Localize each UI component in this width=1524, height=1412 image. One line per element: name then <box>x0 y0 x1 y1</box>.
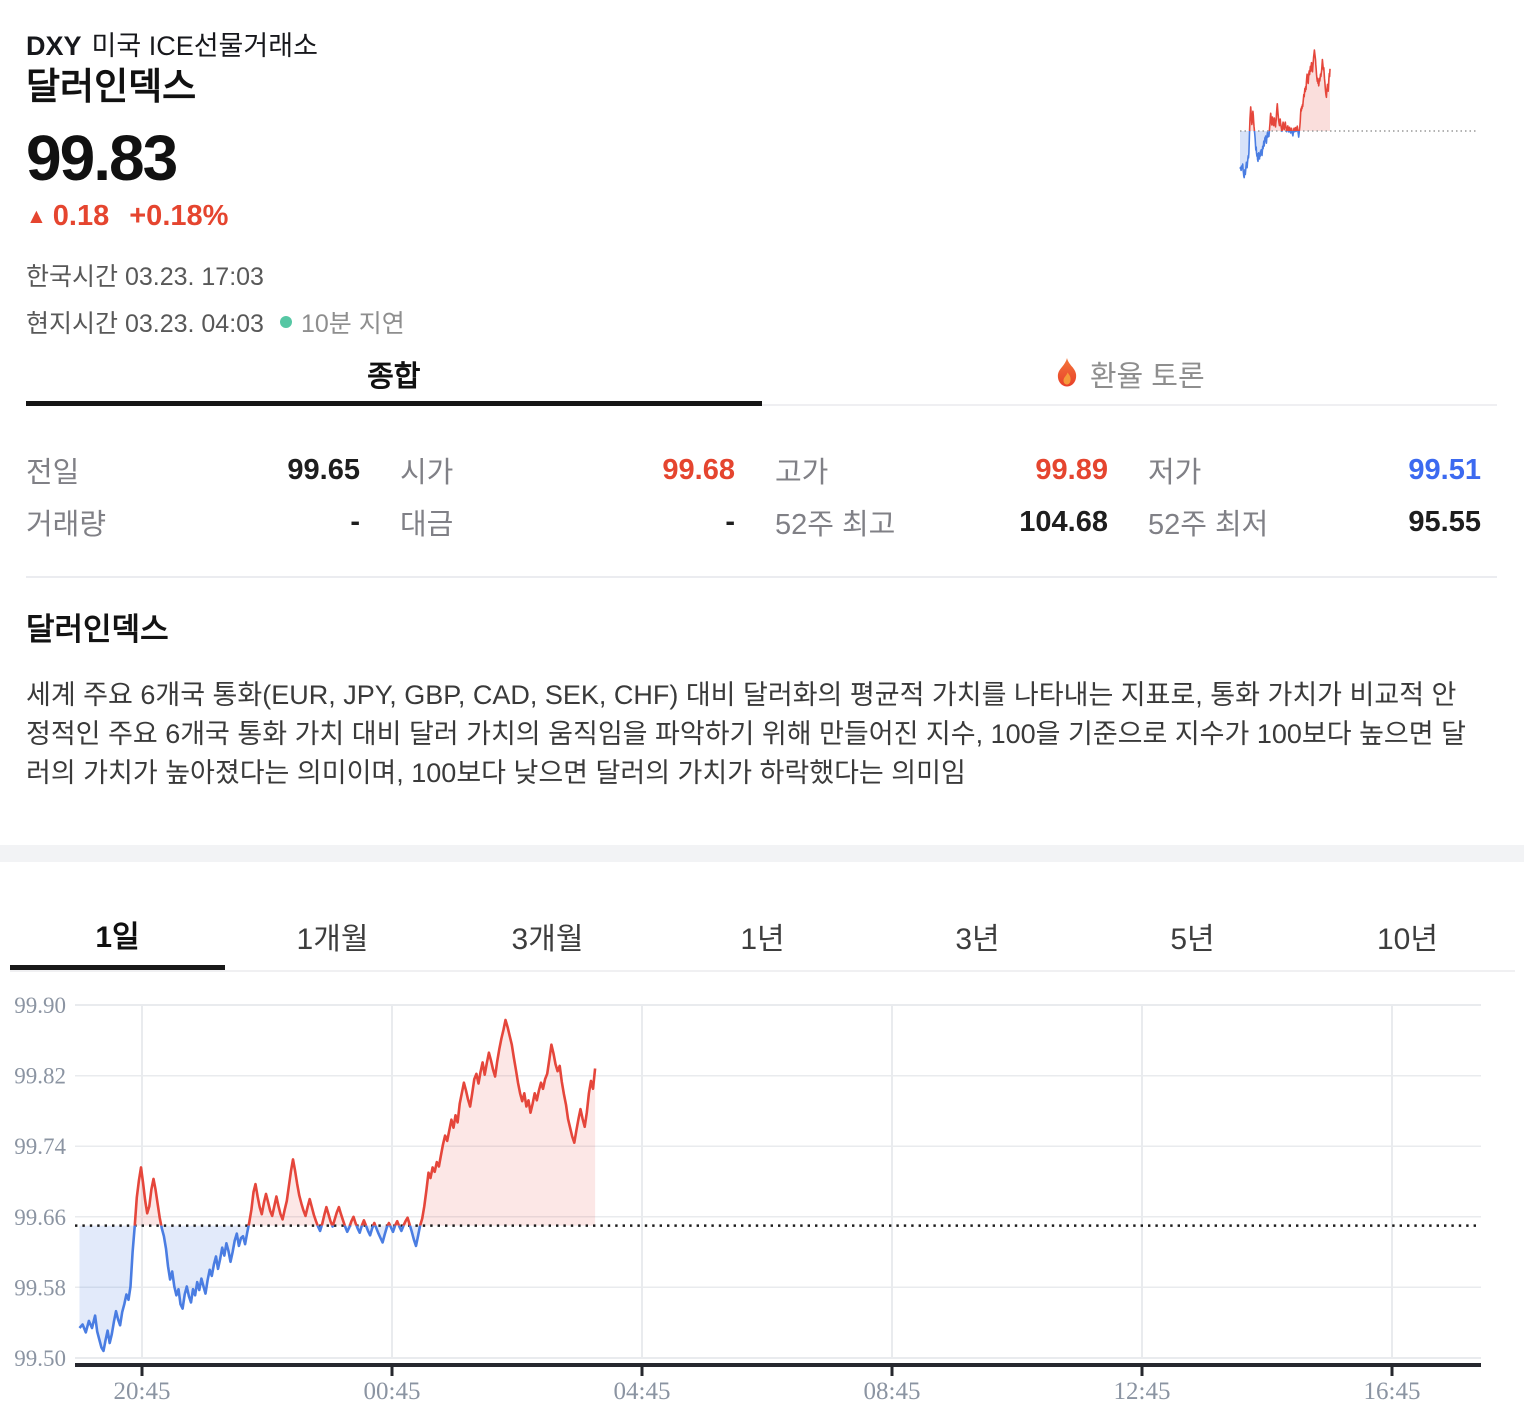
local-time-row: 현지시간 03.23. 04:03 10분 지연 <box>26 304 926 340</box>
stat-52w-low: 52주 최저 95.55 <box>1148 496 1481 548</box>
stat-label: 시가 <box>400 457 454 489</box>
tab-fx-discussion[interactable]: 환율 토론 <box>762 344 1498 404</box>
svg-text:99.58: 99.58 <box>14 1275 66 1300</box>
change-percent: +0.18% <box>129 200 229 232</box>
svg-text:16:45: 16:45 <box>1364 1378 1421 1405</box>
stat-low: 저가 99.51 <box>1148 444 1481 496</box>
delay-indicator-dot <box>279 316 292 328</box>
period-tab-bar: 1일 1개월 3개월 1년 3년 5년 10년 <box>10 902 1515 972</box>
stat-value: - <box>350 505 360 538</box>
stat-label: 52주 최저 <box>1148 509 1269 541</box>
price-change: ▲ 0.18 +0.18% <box>26 200 926 233</box>
tab-fx-discussion-label: 환율 토론 <box>1089 361 1205 393</box>
fire-icon <box>1057 358 1076 387</box>
tab-summary-label: 종합 <box>367 361 421 393</box>
svg-text:99.50: 99.50 <box>14 1346 66 1371</box>
period-tab-label: 3개월 <box>511 923 584 956</box>
period-tab-label: 1일 <box>95 920 140 954</box>
stat-value: 99.68 <box>662 453 735 486</box>
stat-52w-high: 52주 최고 104.68 <box>775 496 1108 548</box>
period-tab-label: 1년 <box>740 923 785 956</box>
up-arrow-icon: ▲ <box>26 204 47 228</box>
stat-label: 저가 <box>1148 457 1202 489</box>
stat-high: 고가 99.89 <box>775 444 1108 496</box>
svg-text:04:45: 04:45 <box>614 1378 671 1405</box>
period-tab-label: 1개월 <box>296 923 369 956</box>
svg-text:99.82: 99.82 <box>14 1064 66 1089</box>
period-tab-label: 3년 <box>955 923 1000 956</box>
stat-value: 99.65 <box>287 453 360 486</box>
stat-label: 고가 <box>775 457 829 489</box>
delay-badge: 10분 지연 <box>300 310 405 338</box>
svg-text:00:45: 00:45 <box>364 1378 421 1405</box>
svg-text:99.66: 99.66 <box>14 1205 66 1230</box>
period-tab-1y[interactable]: 1년 <box>655 902 870 970</box>
divider <box>26 576 1497 578</box>
stat-label: 대금 <box>400 509 454 541</box>
svg-text:08:45: 08:45 <box>864 1378 921 1405</box>
period-tab-label: 10년 <box>1377 923 1438 956</box>
exchange-name: 미국 ICE선물거래소 <box>91 31 318 61</box>
market-line: DXY 미국 ICE선물거래소 <box>26 30 926 62</box>
stat-value: - <box>725 505 735 538</box>
tab-summary[interactable]: 종합 <box>26 344 762 406</box>
period-tab-3m[interactable]: 3개월 <box>440 902 655 970</box>
main-tab-bar: 종합 환율 토론 <box>26 344 1497 406</box>
svg-text:99.74: 99.74 <box>14 1134 66 1159</box>
svg-text:20:45: 20:45 <box>114 1378 171 1405</box>
stat-value: 99.51 <box>1408 453 1481 486</box>
period-tab-5y[interactable]: 5년 <box>1085 902 1300 970</box>
period-tab-10y[interactable]: 10년 <box>1300 902 1515 970</box>
mini-price-chart <box>1239 49 1478 179</box>
stat-label: 52주 최고 <box>775 509 896 541</box>
stat-label: 전일 <box>26 457 80 489</box>
stat-label: 거래량 <box>26 509 107 541</box>
period-tab-1d[interactable]: 1일 <box>10 902 225 970</box>
stat-value: 104.68 <box>1019 505 1108 538</box>
korea-time: 한국시간 03.23. 17:03 <box>26 263 264 291</box>
about-description: 세계 주요 6개국 통화(EUR, JPY, GBP, CAD, SEK, CH… <box>26 680 1466 788</box>
price-chart[interactable]: 99.90 99.82 99.74 99.66 99.58 99.50 20:45 00:45… <box>0 985 1524 1412</box>
about-title: 달러인덱스 <box>26 612 169 647</box>
page-title: 달러인덱스 <box>26 66 197 107</box>
about-section: 달러인덱스 세계 주요 6개국 통화(EUR, JPY, GBP, CAD, S… <box>26 610 1478 793</box>
stat-open: 시가 99.68 <box>400 444 735 496</box>
stat-volume: 거래량 - <box>26 496 360 548</box>
ticker-symbol: DXY <box>26 31 82 61</box>
section-band-divider <box>0 845 1524 862</box>
stat-amount: 대금 - <box>400 496 735 548</box>
svg-text:12:45: 12:45 <box>1114 1378 1171 1405</box>
local-time: 현지시간 03.23. 04:03 <box>26 310 264 338</box>
svg-text:99.90: 99.90 <box>14 993 66 1018</box>
stat-prev-close: 전일 99.65 <box>26 444 360 496</box>
current-price: 99.83 <box>26 122 178 194</box>
stat-value: 99.89 <box>1035 453 1108 486</box>
stat-value: 95.55 <box>1408 505 1481 538</box>
header: DXY 미국 ICE선물거래소 달러인덱스 99.83 ▲ 0.18 +0.18%… <box>26 30 926 340</box>
period-tab-label: 5년 <box>1170 923 1215 956</box>
period-tab-1m[interactable]: 1개월 <box>225 902 440 970</box>
period-tab-3y[interactable]: 3년 <box>870 902 1085 970</box>
change-value: 0.18 <box>52 200 110 232</box>
